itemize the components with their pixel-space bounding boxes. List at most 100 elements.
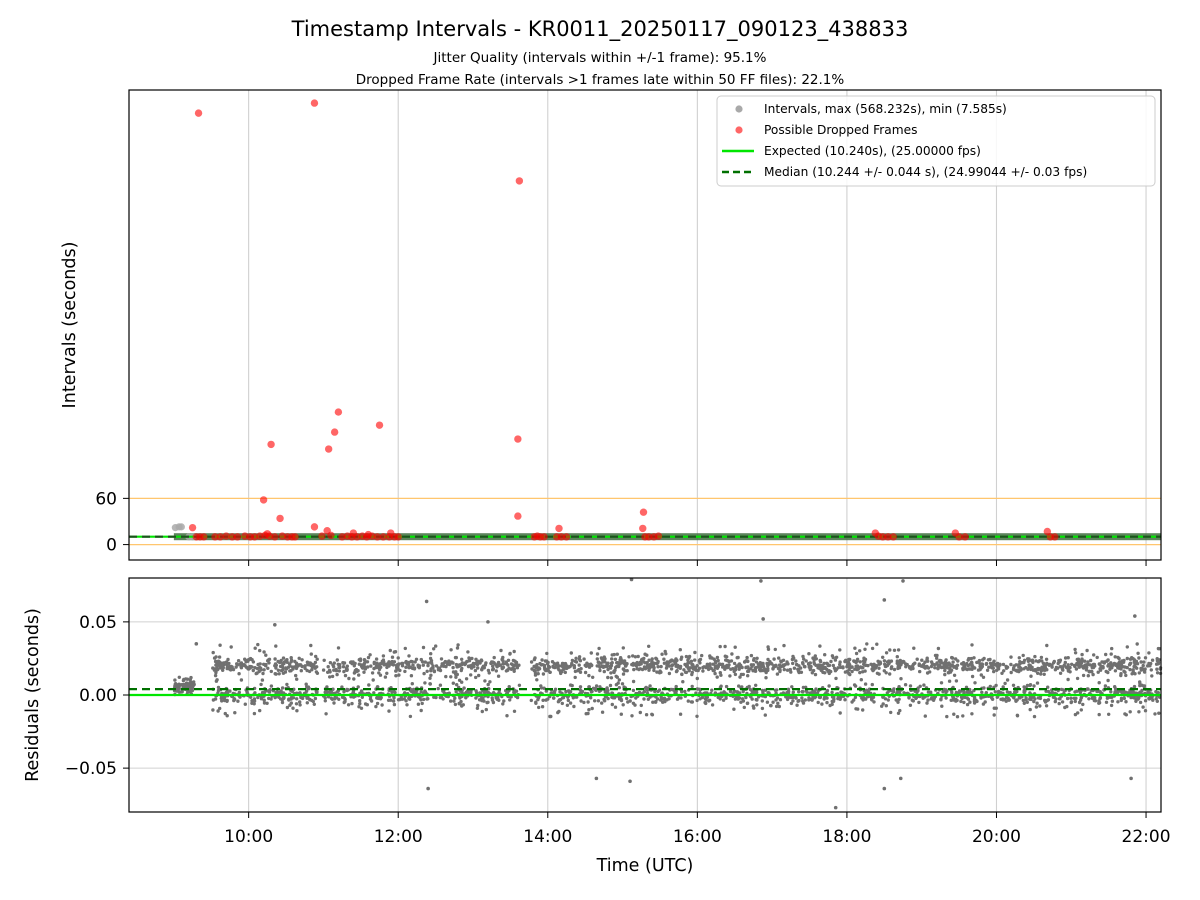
- residual-point: [479, 658, 484, 662]
- residual-point: [943, 668, 947, 673]
- residual-point: [847, 663, 852, 667]
- residual-point: [1026, 657, 1030, 661]
- residual-point: [1124, 700, 1128, 704]
- residual-point: [625, 662, 629, 666]
- residual-point: [760, 706, 765, 711]
- residual-point: [617, 664, 621, 669]
- residual-point: [792, 666, 797, 670]
- residual-point: [540, 658, 544, 662]
- residual-point: [502, 699, 506, 703]
- residual-point: [587, 708, 591, 712]
- residual-point: [408, 714, 413, 719]
- residual-point: [902, 691, 906, 695]
- residual-point: [918, 669, 922, 674]
- residual-outlier-point: [194, 642, 199, 646]
- residual-point: [1040, 665, 1044, 669]
- residual-point: [1043, 665, 1047, 669]
- residual-point: [1104, 700, 1109, 704]
- residual-point: [908, 684, 913, 688]
- residual-point: [947, 679, 952, 683]
- residual-point: [1065, 704, 1069, 709]
- residual-point: [407, 654, 411, 658]
- residual-point: [466, 650, 470, 654]
- residual-point: [265, 701, 269, 705]
- residual-point: [541, 672, 546, 676]
- residual-point: [554, 663, 558, 667]
- residual-point: [252, 699, 257, 703]
- residual-point: [733, 645, 737, 649]
- residual-point: [1156, 662, 1161, 666]
- residual-point: [845, 669, 849, 674]
- residual-point: [587, 685, 591, 689]
- residual-point: [648, 662, 653, 667]
- residual-point: [419, 657, 423, 662]
- residuals-y-tick-label: 0.05: [79, 613, 117, 633]
- residual-point: [766, 657, 770, 662]
- residual-point: [1026, 667, 1030, 671]
- residual-point: [259, 682, 263, 687]
- residual-point: [1044, 704, 1049, 708]
- residual-point: [1097, 662, 1102, 666]
- residual-point: [462, 686, 466, 690]
- residual-point: [925, 658, 929, 662]
- residual-point: [848, 657, 852, 662]
- residual-point: [713, 664, 718, 668]
- residual-point: [211, 708, 215, 712]
- residual-point: [408, 697, 412, 701]
- residual-point: [275, 690, 279, 694]
- residual-point: [1083, 659, 1087, 663]
- residual-point: [1118, 660, 1123, 665]
- residual-point: [926, 698, 930, 702]
- residual-point: [803, 698, 807, 702]
- residual-point: [693, 650, 697, 655]
- residual-point: [342, 690, 346, 694]
- residual-point: [1015, 714, 1020, 718]
- residual-point: [988, 661, 993, 665]
- residual-point: [862, 656, 866, 660]
- residual-point: [610, 653, 614, 657]
- residual-point: [887, 662, 891, 666]
- residual-point: [935, 661, 939, 665]
- legend-median-label: Median (10.244 +/- 0.044 s), (24.99044 +…: [764, 165, 1087, 179]
- residual-point: [410, 682, 414, 686]
- residual-point: [1119, 689, 1123, 693]
- residual-point: [482, 666, 486, 670]
- residual-point: [411, 663, 415, 667]
- residual-point: [429, 652, 433, 656]
- residual-point: [897, 697, 901, 701]
- residual-point: [469, 673, 473, 677]
- residual-point: [902, 660, 906, 664]
- residual-point: [689, 659, 694, 663]
- residual-point: [409, 674, 414, 678]
- residual-point: [273, 672, 277, 676]
- residual-point: [971, 665, 975, 669]
- residual-point: [760, 699, 764, 703]
- residual-point: [535, 678, 539, 682]
- residual-point: [878, 662, 882, 666]
- residual-point: [682, 668, 686, 672]
- residual-point: [346, 688, 351, 692]
- residual-point: [865, 642, 869, 646]
- residual-point: [606, 675, 610, 680]
- residual-point: [777, 704, 781, 709]
- residual-point: [600, 657, 604, 661]
- residual-point: [650, 657, 654, 661]
- residual-point: [1058, 671, 1063, 675]
- residual-point: [860, 666, 864, 670]
- residual-point: [1086, 674, 1091, 678]
- residual-point: [517, 663, 521, 667]
- residual-point: [859, 678, 863, 682]
- residual-point: [823, 653, 827, 657]
- residual-point: [838, 662, 842, 667]
- residual-point: [760, 688, 765, 693]
- residual-point: [474, 689, 478, 693]
- residual-point: [830, 702, 834, 707]
- residual-point: [215, 668, 219, 672]
- residual-point: [560, 669, 564, 674]
- residual-point: [425, 697, 429, 701]
- residual-point: [736, 655, 740, 660]
- residual-outlier-point: [898, 776, 903, 781]
- residual-point: [483, 663, 488, 667]
- residual-point: [721, 698, 726, 702]
